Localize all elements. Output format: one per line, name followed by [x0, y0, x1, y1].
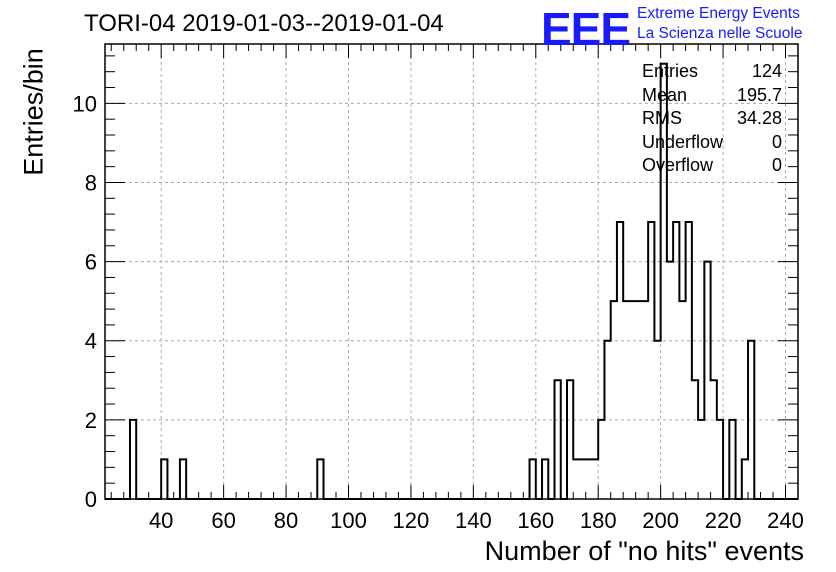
- x-tick-label: 100: [330, 508, 367, 533]
- stats-value: 195.7: [736, 84, 782, 105]
- histogram-bin: [667, 262, 673, 499]
- histogram-bin: [579, 459, 585, 499]
- histogram-bin: [623, 301, 629, 499]
- x-tick-label: 220: [705, 508, 742, 533]
- x-tick-label: 40: [149, 508, 173, 533]
- stats-row-overflow: Overflow 0: [642, 154, 782, 178]
- y-tick-label: 6: [85, 250, 97, 275]
- y-tick-label: 8: [85, 170, 97, 195]
- x-tick-label: 120: [393, 508, 430, 533]
- stats-row-rms: RMS 34.28: [642, 107, 782, 131]
- histogram-bin: [573, 459, 579, 499]
- stats-value: 34.28: [736, 108, 782, 128]
- histogram-bin: [654, 341, 660, 499]
- x-tick-label: 60: [211, 508, 235, 533]
- y-axis-label: Entries/bin: [18, 48, 49, 176]
- stats-value: 0: [771, 131, 782, 152]
- x-tick-label: 160: [517, 508, 554, 533]
- chart-title: TORI-04 2019-01-03--2019-01-04: [84, 10, 444, 37]
- x-tick-label: 140: [455, 508, 492, 533]
- histogram-bin: [592, 459, 598, 499]
- stats-label: RMS: [642, 108, 682, 128]
- plot-frame: [104, 43, 799, 500]
- x-tick-label: 80: [274, 508, 298, 533]
- y-tick-label: 10: [73, 91, 97, 116]
- histogram-bin: [586, 459, 592, 499]
- histogram-bin: [698, 420, 704, 499]
- stats-value: 0: [771, 155, 782, 175]
- y-tick-label: 0: [85, 487, 97, 512]
- x-tick-label: 200: [642, 508, 679, 533]
- x-tick-label: 240: [767, 508, 804, 533]
- stats-label: Overflow: [642, 155, 714, 175]
- stats-box: Entries 124 Mean 195.7 RMS 34.28 Underfl…: [642, 60, 782, 178]
- eee-logo: EEE: [541, 3, 631, 55]
- stats-row-entries: Entries 124: [642, 60, 782, 84]
- histogram-outline: [105, 62, 798, 500]
- x-axis: 40 60 80 100 120 140 160 180 200 220 240: [110, 44, 804, 533]
- logo-line-2: La Scienza nelle Scuole: [637, 25, 803, 42]
- y-tick-label: 4: [85, 329, 97, 354]
- stats-row-mean: Mean 195.7: [642, 84, 782, 108]
- histogram-bin: [636, 301, 642, 499]
- x-tick-label: 180: [580, 508, 617, 533]
- histogram-bin: [642, 301, 648, 499]
- stats-label: Underflow: [642, 131, 724, 152]
- logo-line-1: Extreme Energy Events: [637, 5, 800, 22]
- stats-value: 124: [751, 61, 782, 81]
- stats-row-underflow: Underflow 0: [642, 131, 782, 155]
- histogram-bin: [679, 301, 685, 499]
- stats-label: Mean: [642, 84, 688, 105]
- logo-caption: Extreme Energy Events La Scienza nelle S…: [637, 4, 802, 44]
- histogram-bin: [629, 301, 635, 499]
- x-axis-label: Number of "no hits" events: [484, 536, 804, 566]
- y-axis: 0 2 4 6 8 10: [73, 55, 798, 512]
- y-tick-label: 2: [85, 408, 97, 433]
- stats-label: Entries: [642, 61, 699, 81]
